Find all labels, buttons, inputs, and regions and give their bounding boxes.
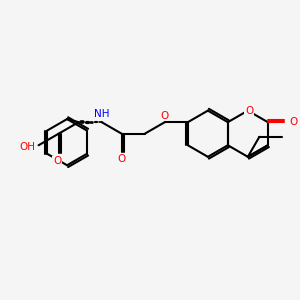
Text: O: O: [118, 154, 126, 164]
Text: OH: OH: [19, 142, 35, 152]
Text: O: O: [160, 111, 169, 121]
Text: NH: NH: [94, 109, 110, 119]
Text: O: O: [245, 106, 254, 116]
Text: O: O: [53, 156, 61, 166]
Text: O: O: [289, 117, 298, 127]
